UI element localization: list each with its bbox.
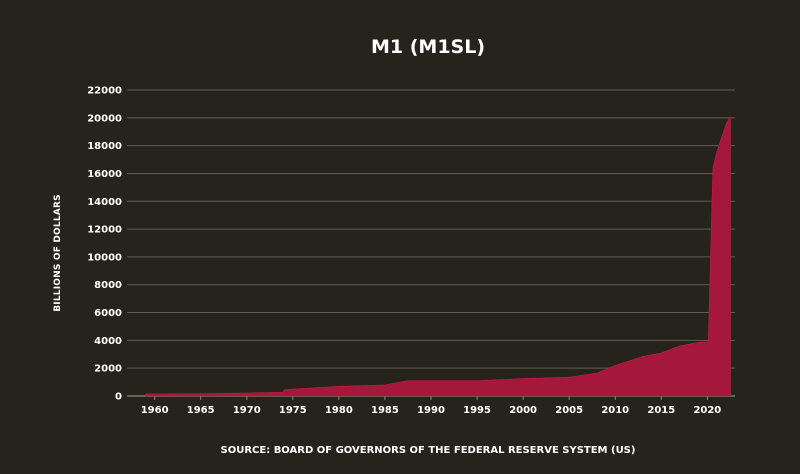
y-tick-12000: 12000 [87, 225, 122, 236]
x-tick-1960: 1960 [141, 405, 169, 416]
x-tick-2020: 2020 [693, 405, 721, 416]
y-tick-0: 0 [115, 392, 122, 403]
y-tick-16000: 16000 [87, 169, 122, 180]
x-tick-2015: 2015 [647, 405, 675, 416]
x-tick-2000: 2000 [509, 405, 537, 416]
y-tick-18000: 18000 [87, 141, 122, 152]
x-tick-1980: 1980 [325, 405, 353, 416]
x-tick-2005: 2005 [555, 405, 583, 416]
x-tick-2010: 2010 [601, 405, 629, 416]
source-caption: SOURCE: BOARD OF GOVERNORS OF THE FEDERA… [221, 445, 636, 456]
y-axis-ticks: 0 2000 4000 6000 8000 10000 12000 14000 16000 180… [87, 86, 122, 403]
y-tick-2000: 2000 [94, 364, 122, 375]
area-series-0 [145, 116, 731, 397]
area-layer [145, 116, 731, 397]
x-tick-1965: 1965 [187, 405, 215, 416]
y-tick-20000: 20000 [87, 113, 122, 124]
x-tick-1970: 1970 [233, 405, 261, 416]
chart-title: M1 (M1SL) [371, 36, 485, 58]
y-axis-label: BILLIONS OF DOLLARS [53, 194, 63, 312]
x-tick-1990: 1990 [417, 405, 445, 416]
y-tick-4000: 4000 [94, 336, 122, 347]
y-tick-8000: 8000 [94, 280, 122, 291]
y-tick-14000: 14000 [87, 197, 122, 208]
x-tick-1985: 1985 [371, 405, 399, 416]
y-tick-22000: 22000 [87, 86, 122, 97]
x-tick-1975: 1975 [279, 405, 307, 416]
x-tick-1995: 1995 [463, 405, 491, 416]
y-tick-10000: 10000 [87, 252, 122, 263]
y-tick-6000: 6000 [94, 308, 122, 319]
x-axis-ticks: 1960 1965 1970 1975 1980 1985 1990 1995 2000 2005… [141, 396, 721, 416]
gridlines [127, 89, 735, 397]
